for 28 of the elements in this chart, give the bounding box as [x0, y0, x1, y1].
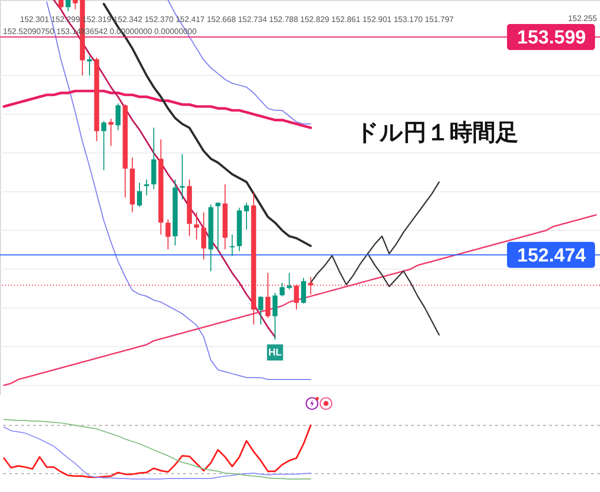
candlestick [108, 118, 114, 146]
candlestick [66, 0, 71, 12]
candlestick [286, 272, 292, 290]
candlestick [215, 202, 220, 252]
candlestick [58, 0, 64, 10]
candlestick [258, 296, 264, 326]
text: ドル円１時間足 [356, 120, 518, 146]
candlestick [194, 212, 200, 240]
line-series [3, 214, 597, 386]
candlestick [294, 284, 299, 310]
line-series [2, 90, 312, 130]
candlestick [230, 234, 235, 257]
annotation: HL [268, 347, 282, 358]
candlestick [72, 0, 78, 10]
candlestick [280, 282, 285, 297]
y-tick-label: 152.474 [517, 245, 586, 266]
candlestick [272, 292, 278, 340]
candlestick [116, 102, 121, 131]
annotation: 152.255 [568, 14, 598, 23]
candlestick [166, 218, 171, 250]
candlestick [180, 154, 185, 200]
candlestick [101, 120, 106, 171]
candlestick [201, 212, 206, 260]
candlestick [87, 56, 92, 76]
candlestick [301, 277, 306, 304]
candlestick [136, 182, 142, 208]
y-tick-label: 153.599 [517, 27, 586, 48]
candlestick [244, 202, 249, 230]
